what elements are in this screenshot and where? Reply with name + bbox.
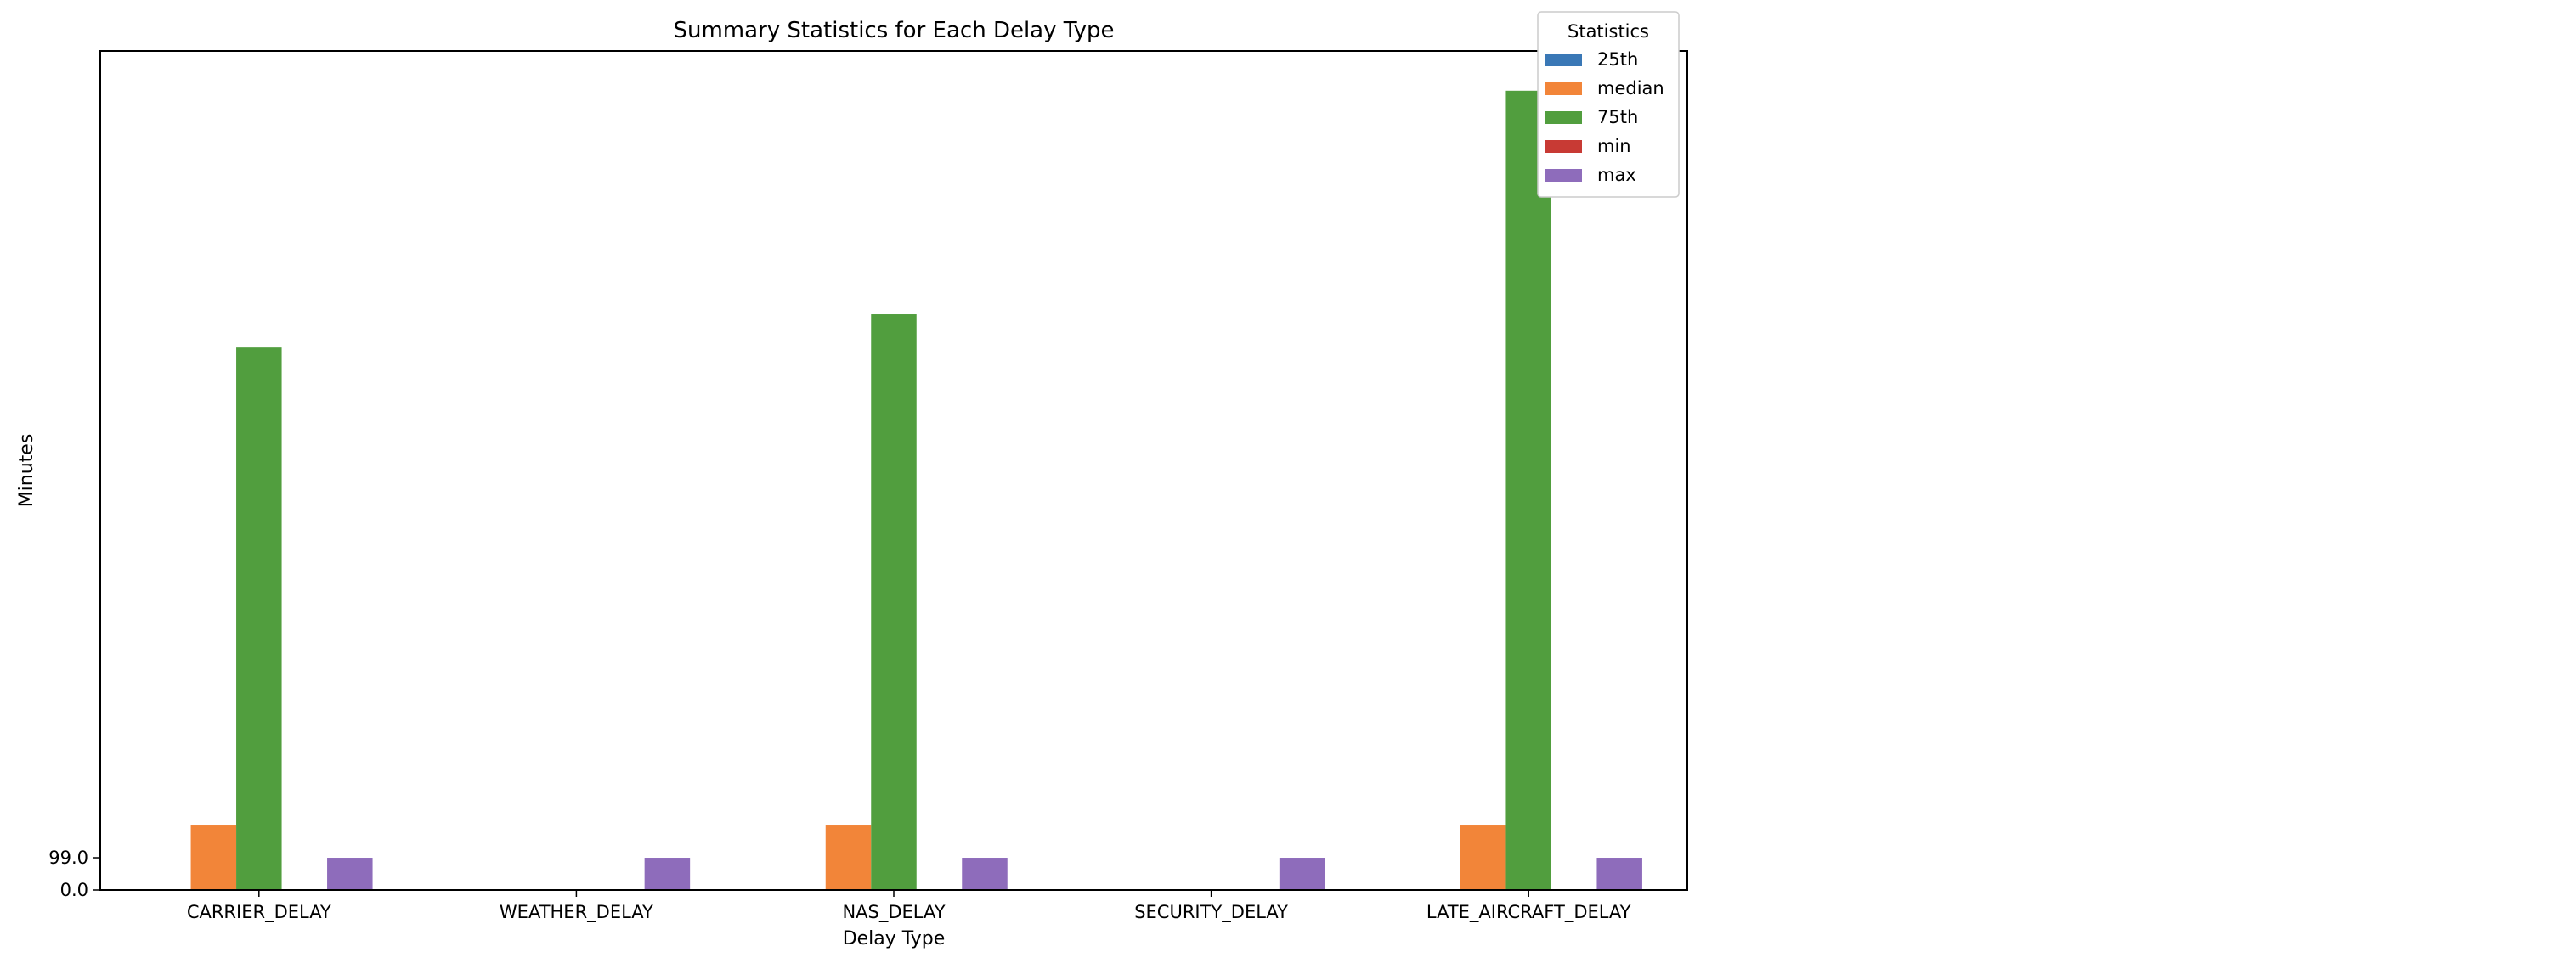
y-axis-label: Minutes: [16, 434, 37, 508]
x-tick-label: LATE_AIRCRAFT_DELAY: [1426, 902, 1631, 923]
bars-layer: [190, 90, 1642, 890]
bar-median-nas_delay: [825, 825, 872, 890]
bar-median-carrier_delay: [190, 825, 237, 890]
legend-label: 25th: [1597, 49, 1638, 70]
x-tick-label: CARRIER_DELAY: [187, 902, 331, 923]
y-ticks: 0.0 99.0: [48, 848, 100, 900]
bar-max-carrier_delay: [327, 858, 373, 890]
y-tick-label: 0.0: [60, 880, 88, 900]
chart-title: Summary Statistics for Each Delay Type: [674, 18, 1115, 43]
legend-label: max: [1597, 165, 1636, 185]
x-axis-label: Delay Type: [843, 928, 946, 949]
legend-label: min: [1597, 136, 1631, 156]
legend: Statistics 25th median 75th min max: [1537, 11, 1680, 198]
legend-swatch: [1545, 140, 1582, 153]
legend-label: 75th: [1597, 107, 1638, 127]
bar-max-security_delay: [1279, 858, 1325, 890]
bar-median-late_aircraft_delay: [1460, 825, 1506, 890]
legend-swatch: [1545, 54, 1582, 66]
x-ticks: CARRIER_DELAY WEATHER_DELAY NAS_DELAY SECUR…: [187, 890, 1631, 923]
bar-max-nas_delay: [962, 858, 1008, 890]
bar-75th-late_aircraft_delay: [1505, 90, 1551, 890]
legend-label: median: [1597, 78, 1664, 99]
legend-swatch: [1545, 111, 1582, 124]
legend-swatch: [1545, 169, 1582, 182]
bar-75th-carrier_delay: [236, 347, 282, 890]
x-tick-label: NAS_DELAY: [842, 902, 945, 923]
x-tick-label: WEATHER_DELAY: [500, 902, 653, 923]
bar-max-late_aircraft_delay: [1596, 858, 1642, 890]
bar-75th-nas_delay: [871, 314, 917, 890]
y-tick-label: 99.0: [48, 848, 88, 868]
bar-max-weather_delay: [644, 858, 691, 890]
legend-items: 25th median 75th min max: [1545, 49, 1664, 185]
legend-title: Statistics: [1568, 21, 1649, 42]
legend-swatch: [1545, 82, 1582, 95]
x-tick-label: SECURITY_DELAY: [1134, 902, 1288, 923]
